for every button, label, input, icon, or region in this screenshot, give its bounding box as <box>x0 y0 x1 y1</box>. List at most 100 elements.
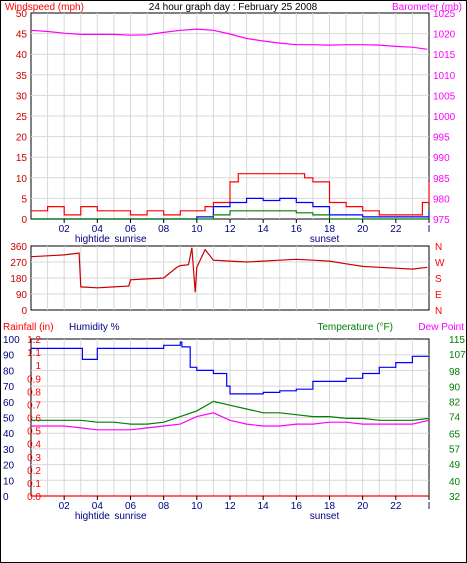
humidity-tick-label: 40 <box>3 429 15 440</box>
rain-panel-x-tick-label: 10 <box>191 501 203 512</box>
windspeed-tick-label: 0 <box>21 215 27 226</box>
barometer-tick-label: 975 <box>433 215 450 226</box>
barometer-tick-label: 1020 <box>433 30 456 41</box>
rain-panel-x-tick-label: 04 <box>92 501 104 512</box>
temperature-tick-label: 40 <box>449 477 461 488</box>
windspeed-tick-label: 40 <box>16 50 28 61</box>
humidity-tick-label: 50 <box>3 414 15 425</box>
compass-tick-label: N <box>435 306 442 317</box>
series-barometer <box>30 28 428 50</box>
humidity-axis-title: Humidity % <box>69 322 120 333</box>
barometer-tick-label: 1000 <box>433 112 456 123</box>
direction-tick-label: 180 <box>10 274 27 285</box>
wind-panel-x-tick-label: 14 <box>258 224 270 235</box>
compass-tick-label: N <box>435 242 442 253</box>
direction-tick-label: 360 <box>10 242 27 253</box>
rainfall-tick-label: 0.3 <box>27 453 41 464</box>
humidity-tick-label: 0 <box>3 492 9 503</box>
rain-panel-x-tick-label: I <box>428 501 431 512</box>
rain-panel-event-hightide: hightide <box>75 511 110 522</box>
humidity-tick-label: 80 <box>3 366 15 377</box>
humidity-tick-label: 10 <box>3 476 15 487</box>
compass-tick-label: S <box>435 274 442 285</box>
windspeed-tick-label: 45 <box>16 30 28 41</box>
temperature-tick-label: 98 <box>449 367 461 378</box>
wind-panel-event-hightide: hightide <box>75 234 110 245</box>
wind-panel-x-tick-label: 10 <box>191 224 203 235</box>
rainfall-tick-label: 1 <box>35 361 41 372</box>
rainfall-tick-label: 0.5 <box>27 427 41 438</box>
barometer-tick-label: 1025 <box>433 9 456 20</box>
humidity-tick-label: 20 <box>3 461 15 472</box>
wind-panel-x-tick-label: 06 <box>125 224 137 235</box>
temperature-tick-label: 107 <box>449 350 466 361</box>
rainfall-tick-label: 0.4 <box>27 440 41 451</box>
rainfall-tick-label: 0.9 <box>27 374 41 385</box>
wind-panel-x-tick-label: 22 <box>390 224 402 235</box>
direction-tick-label: 0 <box>21 306 27 317</box>
humidity-tick-label: 60 <box>3 398 15 409</box>
rain-panel-x-tick-label: 22 <box>390 501 402 512</box>
rainfall-axis-title: Rainfall (in) <box>3 322 54 333</box>
series-dew-point <box>31 412 430 431</box>
barometer-axis-title: Barometer (mb) <box>392 2 462 13</box>
humidity-tick-label: 70 <box>3 382 15 393</box>
windspeed-axis-title: Windspeed (mph) <box>5 2 84 13</box>
direction-tick-label: 90 <box>16 290 28 301</box>
windspeed-tick-label: 30 <box>16 91 28 102</box>
wind-panel-event-sunrise: sunrise <box>114 234 147 245</box>
humidity-tick-label: 100 <box>3 335 20 346</box>
wind-panel-x-tick-label: 04 <box>92 224 104 235</box>
barometer-tick-label: 995 <box>433 133 450 144</box>
rain-panel-event-sunrise: sunrise <box>114 511 147 522</box>
barometer-tick-label: 990 <box>433 153 450 164</box>
windspeed-tick-label: 20 <box>16 133 28 144</box>
rainfall-tick-label: 0.6 <box>27 414 41 425</box>
direction-tick-label: 270 <box>10 258 27 269</box>
compass-tick-label: E <box>435 290 442 301</box>
temperature-tick-label: 82 <box>449 397 461 408</box>
series-humidity <box>31 341 429 395</box>
windspeed-tick-label: 50 <box>16 9 28 20</box>
barometer-tick-label: 980 <box>433 194 450 205</box>
wind-panel-x-tick-label: 12 <box>224 224 236 235</box>
rain-panel-x-tick-label: 02 <box>59 501 71 512</box>
wind-panel-x-tick-label: 20 <box>357 224 369 235</box>
rainfall-tick-label: 0.0 <box>27 492 41 503</box>
windspeed-tick-label: 35 <box>16 71 28 82</box>
rain-panel-x-tick-label: 20 <box>357 501 369 512</box>
wind-panel-x-tick-label: 08 <box>158 224 170 235</box>
series-lull <box>31 210 429 220</box>
temperature-tick-label: 32 <box>449 492 461 503</box>
windspeed-tick-label: 5 <box>21 194 27 205</box>
series-average <box>31 197 430 220</box>
rain-panel-x-tick-label: 06 <box>125 501 137 512</box>
rainfall-tick-label: 0.7 <box>27 400 41 411</box>
barometer-tick-label: 1015 <box>433 50 456 61</box>
rain-panel-x-tick-label: 14 <box>258 501 270 512</box>
series-gust <box>31 173 430 216</box>
wind-panel-x-tick-label: I <box>428 224 431 235</box>
rainfall-tick-label: 1.1 <box>27 348 41 359</box>
rainfall-tick-label: 0.1 <box>27 479 41 490</box>
windspeed-tick-label: 15 <box>16 153 28 164</box>
rainfall-tick-label: 1.2 <box>27 335 41 346</box>
rainfall-tick-label: 0.8 <box>27 387 41 398</box>
windspeed-tick-label: 25 <box>16 112 28 123</box>
humidity-tick-label: 90 <box>3 351 15 362</box>
humidity-tick-label: 30 <box>3 445 15 456</box>
rain-panel-x-tick-label: 12 <box>224 501 236 512</box>
barometer-tick-label: 985 <box>433 174 450 185</box>
rain-panel-x-tick-label: 18 <box>324 501 336 512</box>
temperature-tick-label: 57 <box>449 445 461 456</box>
temperature-tick-label: 65 <box>449 430 461 441</box>
chart-title: 24 hour graph day : February 25 2008 <box>149 2 318 13</box>
temperature-tick-label: 90 <box>449 382 461 393</box>
temperature-axis-title: Temperature (°F) <box>317 322 393 333</box>
wind-panel-event-sunset: sunset <box>310 234 340 245</box>
temperature-tick-label: 49 <box>449 460 461 471</box>
rainfall-tick-label: 0.2 <box>27 466 41 477</box>
rain-panel-event-sunset: sunset <box>310 511 340 522</box>
barometer-tick-label: 1005 <box>433 91 456 102</box>
